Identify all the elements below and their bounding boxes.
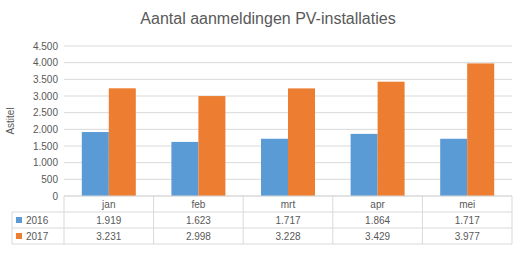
- table-line: [64, 196, 65, 244]
- x-tick-label: jan: [101, 199, 115, 210]
- grid-line: [64, 79, 512, 80]
- table-line: [332, 196, 333, 244]
- y-tick-label: 3.500: [33, 74, 58, 85]
- table-value: 1.717: [455, 215, 480, 226]
- bar: [440, 139, 467, 196]
- bar: [351, 134, 378, 196]
- legend-label: 2016: [26, 215, 49, 226]
- table-line: [422, 196, 423, 244]
- table-line: [64, 196, 512, 197]
- y-tick-label: 4.000: [33, 57, 58, 68]
- legend-swatch: [16, 233, 22, 239]
- table-line: [153, 196, 154, 244]
- table-value: 1.919: [96, 215, 121, 226]
- table-value: 2.998: [186, 231, 211, 242]
- y-axis-label: Astitel: [5, 107, 16, 134]
- x-tick-label: mei: [459, 199, 475, 210]
- table-value: 3.429: [365, 231, 390, 242]
- bar: [82, 132, 109, 196]
- table-value: 1.623: [186, 215, 211, 226]
- bar: [198, 96, 225, 196]
- grid-line: [64, 46, 512, 47]
- bar: [261, 139, 288, 196]
- legend-label: 2017: [26, 231, 49, 242]
- y-tick-label: 1.500: [33, 141, 58, 152]
- table-value: 3.228: [275, 231, 300, 242]
- table-line: [512, 196, 513, 244]
- y-tick-label: 2.000: [33, 124, 58, 135]
- x-tick-label: feb: [191, 199, 205, 210]
- table-line: [12, 244, 512, 245]
- y-tick-label: 2.500: [33, 107, 58, 118]
- y-tick-label: 0: [52, 191, 58, 202]
- legend-swatch: [16, 217, 22, 223]
- table-line: [12, 212, 512, 213]
- bar: [378, 82, 405, 196]
- table-value: 3.231: [96, 231, 121, 242]
- bars: [82, 63, 494, 196]
- bar: [171, 142, 198, 196]
- y-tick-label: 4.500: [33, 41, 58, 52]
- table-line: [12, 212, 13, 244]
- table-value: 1.864: [365, 215, 390, 226]
- y-tick-label: 3.000: [33, 91, 58, 102]
- title: Aantal aanmeldingen PV-installaties: [140, 10, 395, 27]
- table-line: [12, 228, 512, 229]
- y-tick-label: 1.000: [33, 157, 58, 168]
- bar: [467, 63, 494, 196]
- background: [0, 0, 520, 258]
- chart: Aantal aanmeldingen PV-installaties Astit…: [0, 0, 520, 258]
- table-value: 1.717: [275, 215, 300, 226]
- table-line: [243, 196, 244, 244]
- grid-line: [64, 196, 512, 197]
- bar: [288, 88, 315, 196]
- x-tick-label: mrt: [281, 199, 296, 210]
- grid-line: [64, 62, 512, 63]
- x-tick-label: apr: [370, 199, 385, 210]
- bar: [109, 88, 136, 196]
- table-value: 3.977: [455, 231, 480, 242]
- y-tick-label: 500: [41, 174, 58, 185]
